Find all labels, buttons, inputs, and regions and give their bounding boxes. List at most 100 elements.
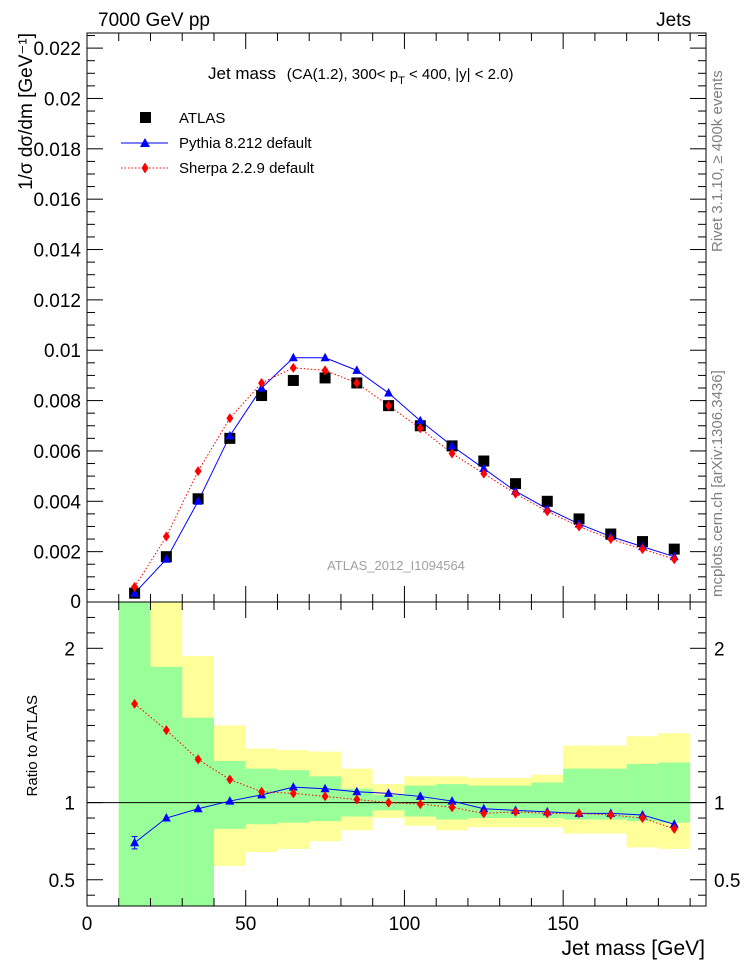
main-sherpa-point — [353, 377, 361, 388]
x-tick-label: 50 — [235, 914, 256, 935]
main-sherpa-point — [480, 468, 488, 479]
header-process-label: Jets — [656, 10, 691, 31]
main-pythia-line — [134, 357, 675, 594]
main-atlas-point — [668, 543, 680, 555]
main-panel: 0.002 0.004 0.006 0.008 0.01 0.012 0.014 0.016 0… — [33, 32, 707, 613]
main-atlas-point — [510, 478, 522, 490]
main-sherpa-point — [385, 400, 393, 411]
main-y-tick-label: 0.008 — [33, 392, 81, 413]
plot-title-main: Jet mass — [208, 64, 276, 83]
main-atlas-point — [478, 455, 490, 467]
analysis-watermark: ATLAS_2012_I1094564 — [327, 558, 465, 573]
ratio-pythia-point — [479, 803, 489, 813]
main-pythia-point — [288, 352, 298, 362]
ratio-band-inner — [658, 762, 691, 823]
ratio-panel: 0 50 100 150 0.5 0.5 1 1 2 2 — [49, 601, 740, 935]
ratio-sherpa-point — [607, 809, 615, 820]
ratio-sherpa-point — [480, 808, 488, 819]
main-atlas-point — [287, 374, 299, 386]
ratio-pythia-point — [669, 819, 679, 828]
main-y-tick-label: 0.018 — [33, 140, 81, 161]
main-y-tick-label: 0.01 — [44, 341, 81, 362]
x-tick-label: 0 — [82, 914, 93, 935]
main-pythia-point — [447, 440, 457, 450]
header-energy-label: 7000 GeV pp — [98, 10, 210, 31]
main-sherpa-point — [543, 506, 551, 517]
main-sherpa-point — [670, 554, 678, 565]
ratio-pythia-point — [447, 796, 457, 805]
plot-title-cut: (CA(1.2), 300< p — [287, 66, 398, 83]
main-y-tick-label: 0.022 — [33, 39, 81, 60]
ratio-sherpa-point — [416, 799, 424, 810]
rivet-label: Rivet 3.1.10, ≥ 400k events — [709, 70, 726, 252]
main-y-tick-label: 0.002 — [33, 543, 81, 564]
ratio-pythia-point — [352, 786, 362, 796]
main-y-tick-label: 0.014 — [33, 241, 81, 262]
main-y-tick-label: 0.02 — [44, 89, 81, 110]
main-sherpa-point — [226, 413, 234, 424]
main-atlas-point — [256, 390, 268, 402]
ratio-sherpa-point — [289, 788, 297, 799]
ratio-y-axis-label: Ratio to ATLAS — [24, 695, 41, 796]
ratio-y-tick-label-left: 0.5 — [49, 871, 75, 892]
main-sherpa-point — [289, 362, 297, 373]
ratio-pythia-point — [320, 783, 330, 793]
legend-atlas-marker — [140, 112, 151, 123]
ratio-sherpa-point — [162, 725, 170, 736]
ratio-pythia-point — [415, 791, 425, 800]
ratio-sherpa-point — [321, 791, 329, 802]
legend-sherpa-label: Sherpa 2.2.9 default — [179, 160, 315, 177]
main-y-tick-label: 0.006 — [33, 442, 81, 463]
main-sherpa-point — [512, 488, 520, 499]
ratio-sherpa-point — [575, 808, 583, 819]
main-atlas-point — [319, 372, 331, 384]
legend-sherpa-marker — [141, 162, 149, 174]
main-pythia-point — [130, 588, 140, 597]
main-pythia-point — [415, 415, 425, 425]
ratio-sherpa-point — [353, 794, 361, 805]
main-atlas-point — [637, 536, 649, 548]
legend-pythia-label: Pythia 8.212 default — [179, 135, 312, 152]
ratio-y-tick-label-right: 1 — [714, 794, 725, 815]
ratio-sherpa-point — [258, 786, 266, 797]
main-atlas-point — [541, 495, 553, 507]
ratio-band-inner — [118, 602, 151, 906]
main-sherpa-line — [134, 367, 675, 588]
legend-atlas-label: ATLAS — [179, 110, 225, 127]
ratio-pythia-point — [384, 788, 394, 797]
legend: ATLAS Pythia 8.212 default Sherpa 2.2.9 … — [121, 110, 315, 177]
ratio-sherpa-point — [512, 806, 520, 817]
ratio-y-tick-label-right: 2 — [714, 639, 725, 660]
ratio-pythia-point — [130, 837, 140, 847]
x-axis-label: Jet mass [GeV] — [561, 937, 705, 960]
ratio-sherpa-point — [226, 774, 234, 785]
main-sherpa-point — [416, 423, 424, 434]
main-sherpa-point — [639, 544, 647, 555]
ratio-sherpa-line — [134, 703, 675, 830]
plot-title: Jet mass (CA(1.2), 300< pT < 400, |y| < … — [208, 64, 514, 87]
main-pythia-point — [352, 365, 362, 374]
ratio-sherpa-point — [543, 808, 551, 819]
main-y-tick-label: 0.016 — [33, 190, 81, 211]
main-pythia-point — [193, 496, 203, 505]
ratio-pythia-point — [225, 796, 235, 805]
ratio-band-inner — [150, 666, 183, 906]
main-y-tick-label-zero: 0 — [70, 592, 81, 613]
ratio-y-tick-label-right: 0.5 — [714, 871, 740, 892]
main-sherpa-point — [162, 531, 170, 542]
ratio-band-inner — [213, 760, 246, 829]
main-sherpa-point — [607, 534, 615, 545]
main-pythia-point — [384, 388, 394, 397]
plot-title-cut-sub: T — [398, 75, 405, 87]
ratio-sherpa-point — [131, 698, 139, 709]
main-sherpa-point — [575, 521, 583, 532]
ratio-y-tick-label-left: 2 — [64, 639, 75, 660]
ratio-y-tick-label-left: 1 — [64, 794, 75, 815]
main-pythia-point — [161, 554, 171, 563]
main-sherpa-point — [131, 581, 139, 592]
x-tick-label: 100 — [389, 914, 421, 935]
ratio-sherpa-point — [448, 802, 456, 813]
ratio-pythia-point — [161, 813, 171, 822]
mcplots-label: mcplots.cern.ch [arXiv:1306.3436] — [709, 370, 726, 597]
main-sherpa-point — [321, 365, 329, 376]
